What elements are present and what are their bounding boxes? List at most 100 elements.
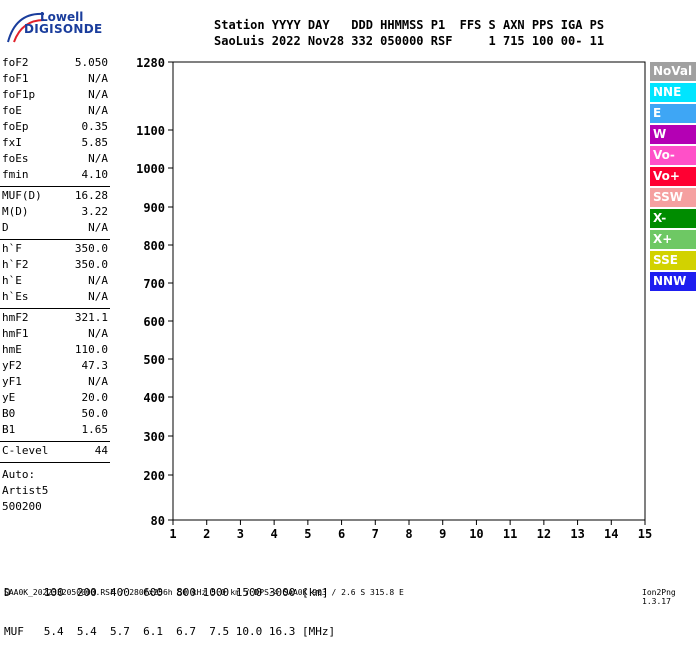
x-tick-label: 3 [237,527,244,541]
y-tick-label: 200 [143,469,165,483]
y-tick-label: 500 [143,353,165,367]
param-row: hmE 110.0 [2,343,108,359]
y-tick-label: 600 [143,315,165,329]
param-label: foF1 [2,72,29,85]
logo-text-lowell: Lowell [40,10,84,24]
footer-info: SAA0K_2022332050000.RSF / 280fx256h 50 k… [4,588,404,597]
legend-item: NNW [650,272,696,291]
param-value: 350.0 [74,242,108,255]
ionogram-chart: 1 2 3 4 5 6 7 8 9 10 11 12 13 14 15 802003004005006007… [136,56,652,541]
header-row-2: SaoLuis 2022 Nov28 332 050000 RSF 1 715 … [214,34,605,48]
param-row: hmF1 N/A [2,327,108,343]
legend-item: X+ [650,230,696,249]
param-label: yF1 [2,375,22,388]
param-separator [0,186,110,187]
param-row: foE N/A [2,104,108,120]
param-label: fxI [2,136,22,149]
x-tick-label: 1 [169,527,176,541]
param-value: 16.28 [74,189,108,202]
legend-item: W [650,125,696,144]
param-label: foE [2,104,22,117]
x-tick-label: 10 [469,527,483,541]
param-value: 50.0 [81,407,109,420]
param-value: 1.65 [81,423,109,436]
param-separator [0,441,110,442]
y-tick-label: 1100 [136,124,165,138]
param-value: 110.0 [74,343,108,356]
legend-item: X- [650,209,696,228]
param-value: 20.0 [81,391,109,404]
x-tick-label: 6 [338,527,345,541]
param-value: 3.22 [81,205,109,218]
param-label: foF2 [2,56,29,69]
muf-table-distance-row: D 100 200 400 600 800 1000 1500 3000 [km… [4,586,329,599]
x-tick-label: 15 [638,527,652,541]
param-label: M(D) [2,205,29,218]
param-row: h`Es N/A [2,290,108,306]
param-label: yF2 [2,359,22,372]
param-value: N/A [88,290,108,303]
param-label: B0 [2,407,16,420]
param-label: MUF(D) [2,189,42,202]
param-value: N/A [88,274,108,287]
autoscaling-line3: 500200 [2,500,42,513]
y-tick-label: 700 [143,277,165,291]
param-row: fxI 5.85 [2,136,108,152]
footer-version: Ion2Png 1.3.17 [642,588,676,606]
param-value: 321.1 [74,311,108,324]
param-label: D [2,221,9,234]
legend-item: Vo- [650,146,696,165]
param-label: foEs [2,152,29,165]
x-tick-label: 14 [604,527,618,541]
chart-axes [168,61,646,525]
y-tick-label: 800 [143,239,165,253]
param-row: M(D) 3.22 [2,205,108,221]
x-tick-label: 13 [570,527,584,541]
param-row: yF2 47.3 [2,359,108,375]
x-tick-label: 12 [537,527,551,541]
param-row: h`F2 350.0 [2,258,108,274]
legend-item: NoVal [650,62,696,81]
param-label: foEp [2,120,29,133]
param-value: 0.35 [81,120,109,133]
param-row: foF1p N/A [2,88,108,104]
param-separator [0,308,110,309]
legend-item: SSW [650,188,696,207]
param-row: h`F 350.0 [2,242,108,258]
x-tick-label: 5 [304,527,311,541]
param-separator [0,239,110,240]
param-value: N/A [88,152,108,165]
y-tick-label: 900 [143,201,165,215]
y-tick-labels: 80 200 300 400 500 600 700 800 900 1000 1100 1280 [136,56,165,528]
logo-text-digisonde: DIGISONDE [24,22,103,36]
x-tick-label: 11 [503,527,517,541]
muf-table: D 100 200 400 600 800 1000 1500 3000 [km… [4,560,335,651]
param-row: foF2 5.050 [2,56,108,72]
param-label: fmin [2,168,29,181]
param-row: hmF2 321.1 [2,311,108,327]
y-tick-label: 80 [151,514,165,528]
param-label: foF1p [2,88,36,101]
param-label: C-level [2,444,49,457]
param-value: 5.050 [74,56,108,69]
legend-item: E [650,104,696,123]
x-tick-label: 8 [405,527,412,541]
param-label: h`F2 [2,258,29,271]
param-label: yE [2,391,16,404]
legend-item: NNE [650,83,696,102]
logo-arc-icon [7,12,45,43]
param-value: N/A [88,327,108,340]
param-row: yE 20.0 [2,391,108,407]
param-label: h`F [2,242,22,255]
param-label: hmE [2,343,22,356]
x-tick-labels: 1 2 3 4 5 6 7 8 9 10 11 12 13 14 15 [169,527,652,541]
plot-frame [172,61,646,521]
muf-table-muf-row: MUF 5.4 5.4 5.7 6.1 6.7 7.5 10.0 16.3 [M… [4,625,336,638]
param-value: N/A [88,221,108,234]
param-value: 5.85 [81,136,109,149]
x-tick-label: 7 [372,527,379,541]
x-tick-label: 2 [203,527,210,541]
param-value: N/A [88,104,108,117]
y-tick-label: 1280 [136,56,165,70]
param-row: foEs N/A [2,152,108,168]
